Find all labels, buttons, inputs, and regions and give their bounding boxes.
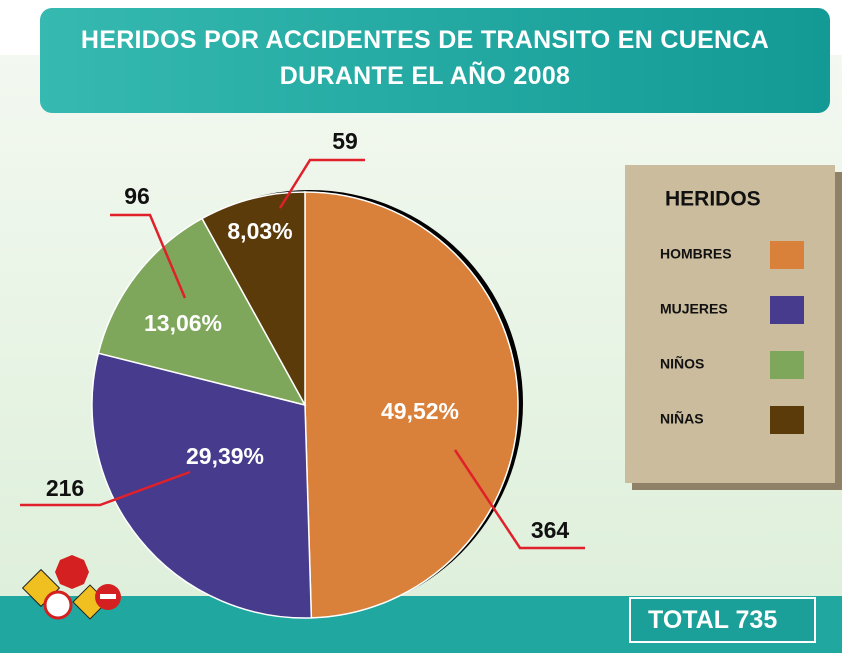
value-label: 96 <box>124 183 150 209</box>
legend-swatch <box>770 241 804 269</box>
pie-slice <box>201 191 306 406</box>
percent-label: 29,39% <box>186 443 264 469</box>
total-value: 735 <box>736 606 778 634</box>
leader-line <box>110 213 187 299</box>
value-label: 216 <box>46 475 84 501</box>
pie-slice <box>91 352 313 619</box>
chart-title: HERIDOS POR ACCIDENTES DE TRANSITO EN CU… <box>80 26 770 90</box>
percent-label: 49,52% <box>381 398 459 424</box>
leader-line <box>278 158 365 209</box>
legend-label: MUJERES <box>660 301 728 317</box>
total: TOTAL 735 <box>648 606 777 634</box>
pie-slice <box>304 191 519 619</box>
value-label: 364 <box>531 517 570 543</box>
leader-line <box>453 449 585 550</box>
legend-label: NIÑOS <box>660 355 704 372</box>
legend-label: HOMBRES <box>660 246 732 262</box>
total-label: TOTAL <box>648 606 729 634</box>
percent-label: 8,03% <box>227 218 292 244</box>
legend-title: HERIDOS <box>665 188 761 211</box>
legend-label: NIÑAS <box>660 410 704 427</box>
legend-swatch <box>770 351 804 379</box>
pie-slice <box>97 217 307 407</box>
title-box <box>40 8 830 113</box>
legend-swatch <box>770 406 804 434</box>
value-label: 59 <box>332 128 358 154</box>
leader-line <box>20 470 191 507</box>
road-signs <box>21 555 121 620</box>
legend-swatch <box>770 296 804 324</box>
total-box <box>629 597 816 643</box>
percent-label: 13,06% <box>144 310 222 336</box>
